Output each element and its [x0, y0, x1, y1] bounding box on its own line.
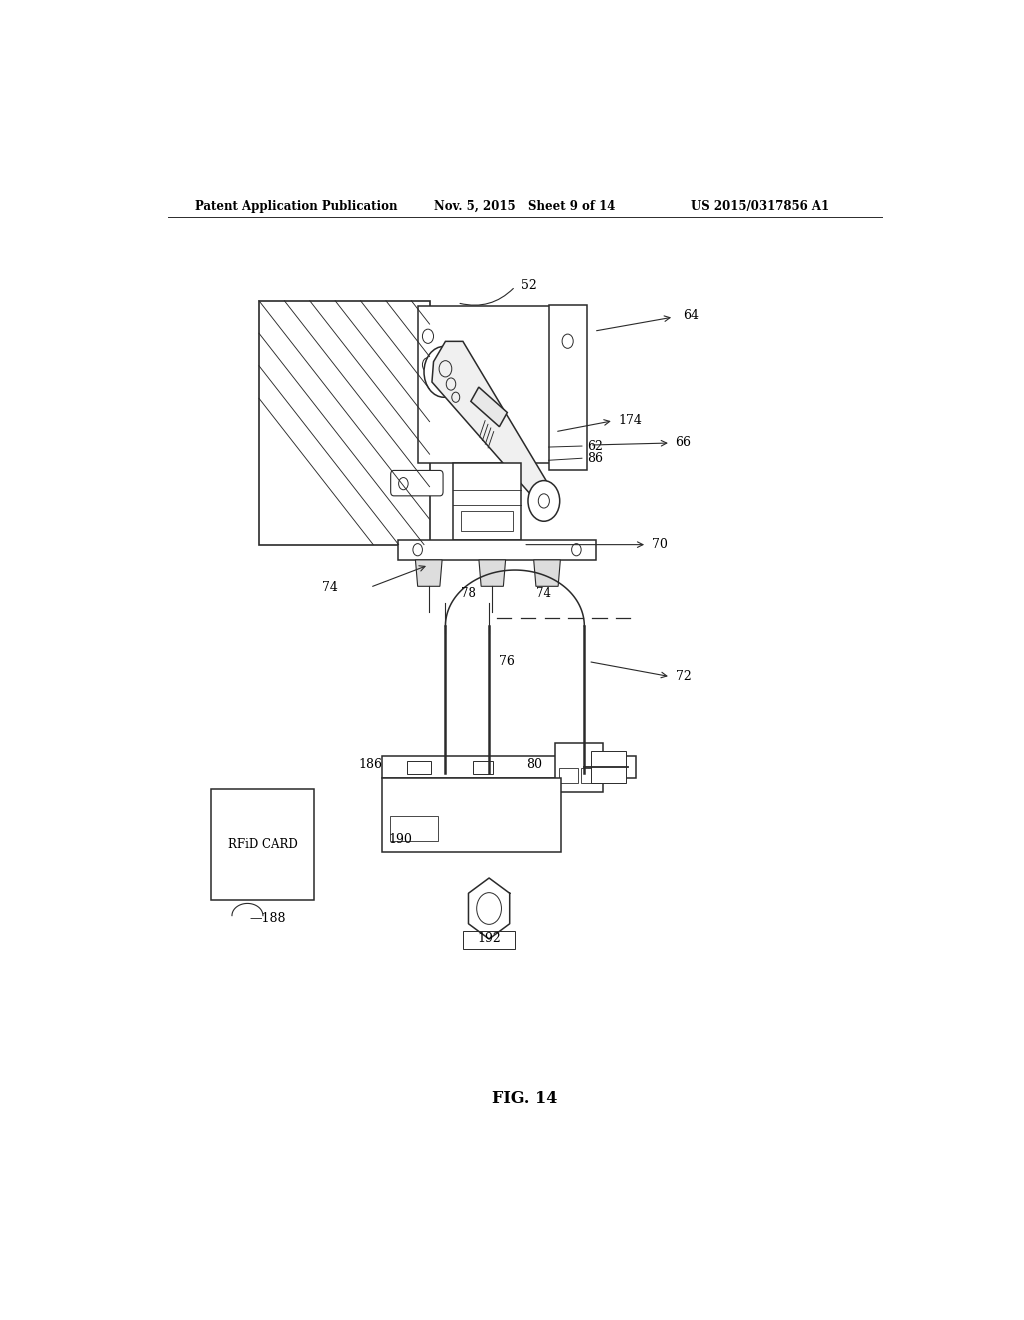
Bar: [461, 511, 513, 532]
Text: 78: 78: [461, 587, 476, 599]
Bar: [549, 305, 587, 470]
Bar: [211, 788, 314, 900]
Text: 174: 174: [618, 414, 642, 428]
Text: 52: 52: [521, 279, 537, 292]
Polygon shape: [416, 560, 442, 586]
Bar: [454, 463, 521, 540]
Polygon shape: [471, 387, 507, 426]
Text: 80: 80: [526, 758, 543, 771]
Text: 76: 76: [500, 655, 515, 668]
Text: FIG. 14: FIG. 14: [493, 1090, 557, 1107]
Bar: [582, 768, 600, 784]
Bar: [382, 779, 560, 851]
Text: 86: 86: [587, 451, 603, 465]
Polygon shape: [534, 560, 560, 586]
Bar: [591, 751, 627, 784]
Text: 186: 186: [358, 758, 382, 771]
Text: 62: 62: [587, 440, 602, 453]
Bar: [397, 540, 596, 560]
Text: Nov. 5, 2015   Sheet 9 of 14: Nov. 5, 2015 Sheet 9 of 14: [433, 199, 614, 213]
Polygon shape: [432, 342, 551, 506]
Text: 74: 74: [323, 581, 338, 594]
Text: Patent Application Publication: Patent Application Publication: [196, 199, 398, 213]
Text: 190: 190: [388, 833, 413, 846]
Text: 64: 64: [684, 309, 699, 322]
Bar: [390, 816, 437, 841]
Text: RFiD CARD: RFiD CARD: [228, 838, 298, 851]
Bar: [418, 306, 553, 463]
Bar: [559, 768, 578, 784]
FancyBboxPatch shape: [391, 470, 443, 496]
Text: 66: 66: [676, 437, 691, 450]
Bar: [473, 762, 494, 775]
Bar: [555, 743, 602, 792]
Bar: [259, 301, 430, 545]
Bar: [382, 756, 636, 779]
Bar: [463, 931, 515, 949]
Circle shape: [528, 480, 560, 521]
Polygon shape: [479, 560, 506, 586]
Text: US 2015/0317856 A1: US 2015/0317856 A1: [691, 199, 829, 213]
Text: 72: 72: [676, 671, 691, 684]
Circle shape: [424, 346, 464, 397]
Bar: [408, 762, 431, 775]
Text: 192: 192: [477, 932, 501, 945]
Text: —188: —188: [250, 912, 286, 925]
Text: 74: 74: [536, 587, 551, 599]
Text: 70: 70: [652, 539, 668, 552]
